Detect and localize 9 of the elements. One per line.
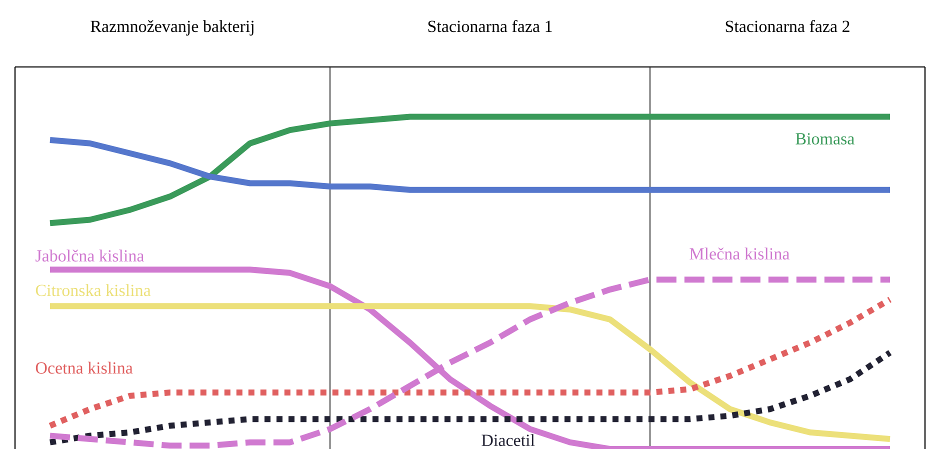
text: Razmnoževanje bakterij <box>90 20 254 36</box>
series-label: Jabolčna kislina <box>36 250 144 262</box>
series-label: Mlečna kislina <box>690 248 790 260</box>
series-label: Biomasa <box>796 133 854 145</box>
series-label: Ocetna kislina <box>36 362 133 374</box>
series-label: Citronska kislina <box>36 284 151 296</box>
series-label: Diacetil <box>482 434 535 446</box>
text: Stacionarna faza 1 <box>428 20 552 32</box>
text: Stacionarna faza 2 <box>726 20 850 32</box>
